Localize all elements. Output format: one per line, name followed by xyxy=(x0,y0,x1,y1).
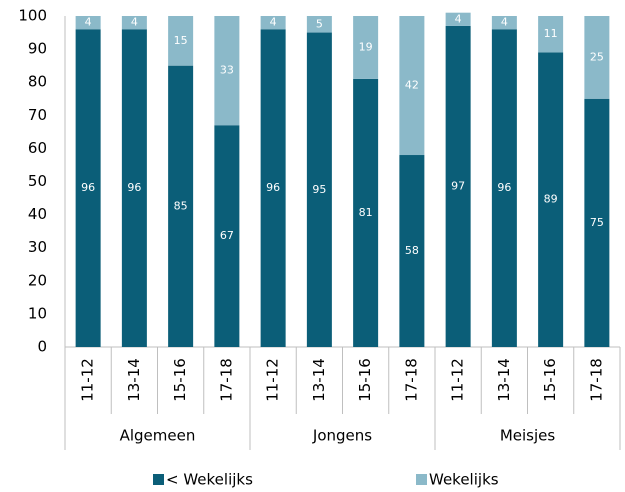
data-label: 81 xyxy=(359,206,373,219)
bar-segment xyxy=(538,16,564,53)
data-label: 33 xyxy=(220,64,234,77)
group-label: Meisjes xyxy=(500,427,556,445)
y-tick-label: 30 xyxy=(28,238,47,256)
data-label: 85 xyxy=(174,199,188,212)
x-tick-label: 15-16 xyxy=(171,358,189,402)
legend-swatch xyxy=(153,474,164,485)
x-tick-label: 17-18 xyxy=(587,358,605,402)
data-label: 25 xyxy=(590,50,604,63)
data-label: 96 xyxy=(266,181,280,194)
legend-label: Wekelijks xyxy=(429,471,499,489)
data-label: 4 xyxy=(455,12,462,25)
bar-segment xyxy=(121,29,147,348)
data-label: 67 xyxy=(220,229,234,242)
legend-label: < Wekelijks xyxy=(166,471,253,489)
bar-segment xyxy=(168,16,194,66)
data-label: 4 xyxy=(85,16,92,29)
data-label: 97 xyxy=(451,179,465,192)
bar-segment xyxy=(214,16,240,126)
bar-segment xyxy=(445,12,471,26)
y-tick-label: 90 xyxy=(28,40,47,58)
x-tick-label: 13-14 xyxy=(310,358,328,402)
x-tick-label: 11-12 xyxy=(449,358,467,402)
data-label: 11 xyxy=(544,27,558,40)
bar-segment xyxy=(214,125,240,347)
data-label: 95 xyxy=(312,183,326,196)
x-tick-label: 11-12 xyxy=(79,358,97,402)
bar-segment xyxy=(445,25,471,348)
bar-segment xyxy=(353,16,379,79)
y-tick-label: 40 xyxy=(28,205,47,223)
bar-segment xyxy=(584,16,610,99)
y-tick-label: 0 xyxy=(37,338,47,356)
bar-segment xyxy=(584,98,610,347)
data-label: 19 xyxy=(359,40,373,53)
bar-segment xyxy=(353,78,379,347)
bar-segment xyxy=(399,155,425,347)
bar-segment xyxy=(491,16,517,30)
data-label: 42 xyxy=(405,79,419,92)
data-label: 58 xyxy=(405,244,419,257)
bar-segment xyxy=(306,16,332,33)
bar-segment xyxy=(399,16,425,156)
data-label: 4 xyxy=(131,16,138,29)
data-label: 4 xyxy=(270,16,277,29)
bar-segment xyxy=(491,29,517,348)
bar-segment xyxy=(121,16,147,30)
y-tick-label: 10 xyxy=(28,304,47,322)
y-tick-label: 20 xyxy=(28,271,47,289)
x-tick-label: 17-18 xyxy=(402,358,420,402)
bar-segment xyxy=(538,52,564,347)
group-label: Jongens xyxy=(312,427,372,445)
bar-segment xyxy=(168,65,194,348)
x-tick-label: 15-16 xyxy=(541,358,559,402)
x-tick-label: 13-14 xyxy=(125,358,143,402)
data-label: 4 xyxy=(501,16,508,29)
bar-segment xyxy=(75,16,101,30)
x-tick-label: 17-18 xyxy=(217,358,235,402)
x-tick-label: 13-14 xyxy=(495,358,513,402)
y-tick-label: 70 xyxy=(28,106,47,124)
bar-segment xyxy=(260,16,286,30)
bar-segment xyxy=(260,29,286,348)
data-label: 5 xyxy=(316,17,323,30)
data-label: 96 xyxy=(497,181,511,194)
group-label: Algemeen xyxy=(120,427,196,445)
data-label: 75 xyxy=(590,216,604,229)
y-tick-label: 100 xyxy=(18,7,47,25)
data-label: 89 xyxy=(544,193,558,206)
y-tick-label: 80 xyxy=(28,73,47,91)
data-label: 96 xyxy=(81,181,95,194)
legend-swatch xyxy=(416,474,427,485)
x-tick-label: 15-16 xyxy=(356,358,374,402)
bar-segment xyxy=(306,32,332,348)
bar-segment xyxy=(75,29,101,348)
data-label: 96 xyxy=(127,181,141,194)
y-tick-label: 60 xyxy=(28,139,47,157)
y-tick-label: 50 xyxy=(28,172,47,190)
x-tick-label: 11-12 xyxy=(264,358,282,402)
data-label: 15 xyxy=(174,34,188,47)
